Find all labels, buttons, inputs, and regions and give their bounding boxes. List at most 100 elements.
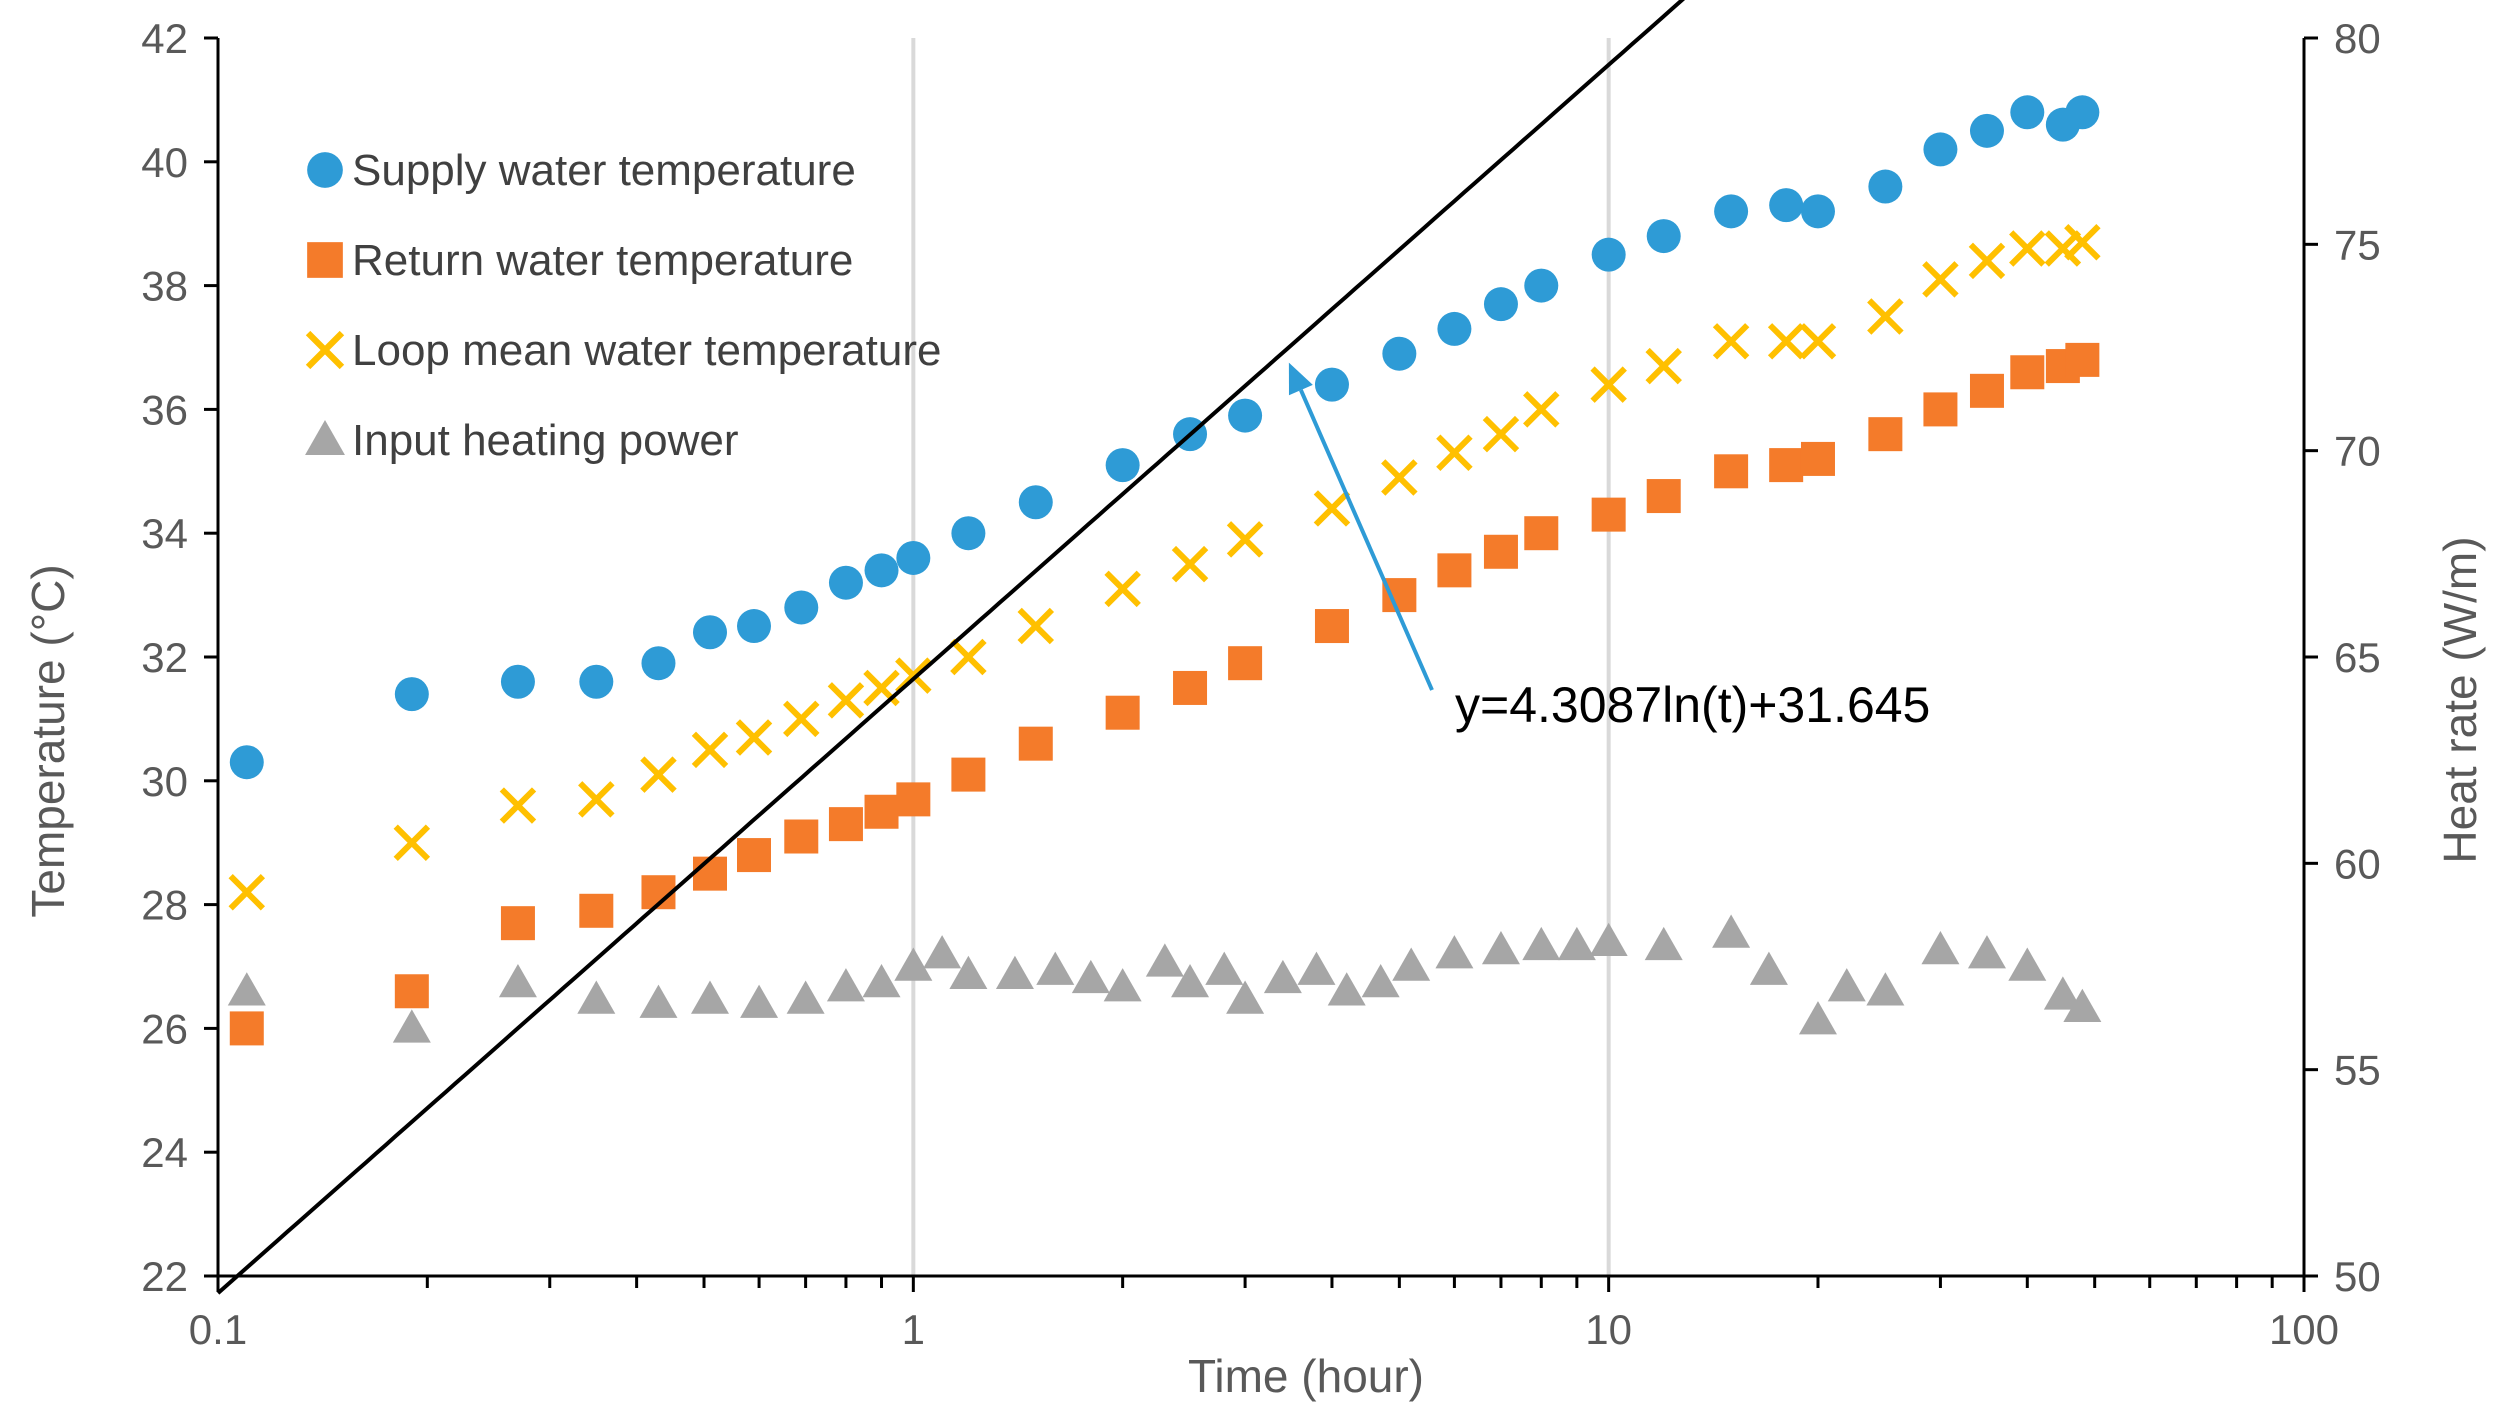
heating-power-point [740,984,779,1018]
legend-label-power: Input heating power [352,416,739,465]
loop-mean-point [827,682,865,719]
loop-mean-point-stroke [1482,415,1520,453]
heating-power-point [1798,1001,1837,1035]
heating-power-point [2008,947,2047,981]
loop-mean-point-stroke [691,731,729,769]
y-tick-label: 22 [141,1253,188,1300]
loop-mean-point [783,700,820,738]
y-tick-label: 36 [141,386,188,433]
supply-water-point [1483,287,1518,322]
loop-mean-point-stroke [1226,521,1264,558]
heating-power-point [995,955,1034,990]
loop-mean-point [1645,347,1682,385]
loop-mean-point-stroke [640,756,677,793]
loop-mean-point-stroke [1922,261,1959,298]
loop-mean-point [1590,366,1627,403]
y2-tick-label: 70 [2334,428,2381,475]
loop-mean-point [2064,224,2101,261]
supply-water-point [500,664,535,699]
loop-mean-point-stroke [1104,570,1141,608]
heating-power-point [1392,947,1431,981]
return-water-point [1714,454,1749,489]
y-axis-title: Temperature (°C) [22,564,74,917]
y2-tick-label: 65 [2334,634,2381,681]
supply-water-point [1524,268,1559,303]
y2-tick-label: 55 [2334,1047,2381,1094]
return-water-point [1483,534,1518,569]
return-water-point [579,893,614,928]
heating-power-point [1145,943,1184,977]
loop-mean-point [1482,415,1520,453]
series-loop [228,224,2101,911]
series-supply [229,95,2100,780]
legend-marker-return [307,242,343,278]
loop-mean-point [578,781,615,818]
supply-water-point [692,615,727,650]
return-water-point [1173,670,1208,705]
supply-water-point [1591,237,1626,272]
axes [204,36,2318,1292]
supply-water-point [1769,188,1804,223]
y-tick-label: 30 [141,758,188,805]
loop-mean-point [640,756,677,793]
loop-mean-point [1017,607,1055,645]
supply-water-point [828,565,863,600]
return-water-point [1382,578,1417,613]
loop-mean-point-stroke [1313,490,1351,527]
y-tick-label: 40 [141,139,188,186]
heating-power-point [577,980,616,1014]
heating-power-point [1361,964,1400,998]
heating-power-point [1481,930,1520,965]
heating-power-point [1103,968,1142,1002]
loop-mean-point [1968,242,2006,280]
series-layer [227,95,2102,1046]
heating-power-point [1522,926,1561,961]
x-tick-label: 0.1 [189,1306,247,1353]
y2-axis-title: Heat rate (W/m) [2434,536,2486,863]
y2-tick-label: 50 [2334,1253,2381,1300]
return-water-point [1923,392,1958,427]
return-water-point [1437,553,1472,588]
trendline-line [216,0,1686,1295]
loop-mean-point-stroke [827,682,865,719]
loop-mean-point-stroke [950,638,987,676]
y-tick-label: 34 [141,510,188,557]
loop-mean-point [499,787,537,824]
trendline-layer [216,0,1686,1295]
x-tick-label: 100 [2269,1306,2339,1353]
heating-power-point [949,955,988,990]
loop-mean-point [691,731,729,769]
return-water-point [1524,516,1559,551]
supply-water-point [229,745,264,780]
x-tick-label: 10 [1585,1306,1632,1353]
return-water-point [1769,448,1804,483]
return-water-point [500,906,535,941]
legend-marker-supply [307,152,343,188]
heating-power-point [1967,935,2006,969]
legend-symbol-power [305,420,345,455]
heating-power-point [1921,930,1960,965]
return-water-point [1868,417,1903,452]
loop-mean-point-stroke [1767,323,1805,360]
y2-tick-label: 80 [2334,15,2381,62]
trendline-equation: y=4.3087ln(t)+31.645 [1455,677,1930,733]
heating-power-point [786,980,825,1014]
loop-mean-point [1922,261,1959,298]
supply-water-point [641,646,676,681]
return-water-point [2010,355,2045,390]
loop-mean-point-stroke [578,781,615,818]
y-tick-label: 42 [141,15,188,62]
heating-power-point [1827,968,1866,1002]
supply-water-point [1437,311,1472,346]
trendline-annotation: y=4.3087ln(t)+31.645 [1288,362,1930,733]
heating-power-point [1866,972,1905,1006]
legend-symbol-return [307,242,343,278]
return-water-point [784,819,819,854]
x-tick-label: 1 [902,1306,925,1353]
y2-tick-label: 60 [2334,840,2381,887]
loop-mean-point-stroke [2044,230,2082,267]
loop-mean-point-stroke [2009,230,2046,267]
x-axis-title: Time (hour) [1188,1350,1424,1402]
supply-water-point [784,590,819,625]
